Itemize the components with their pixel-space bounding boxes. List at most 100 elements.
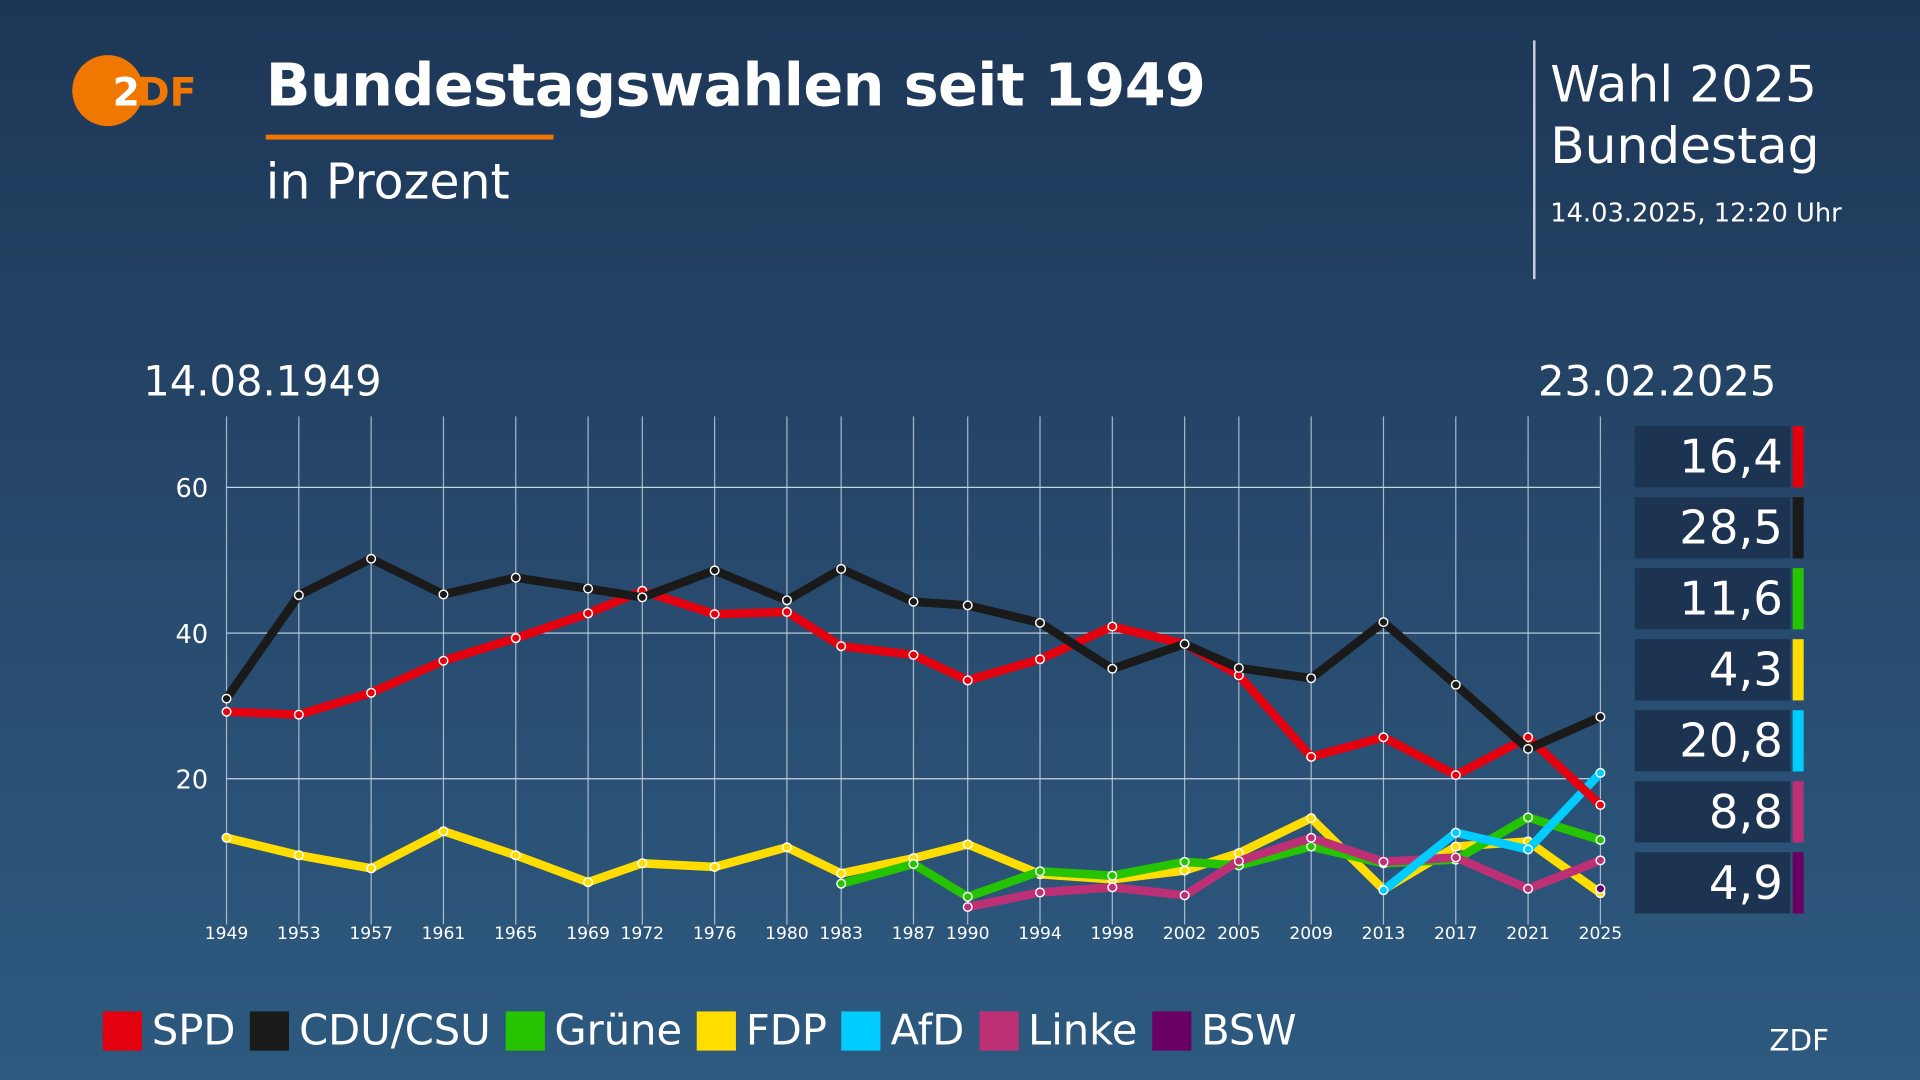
data-point bbox=[366, 687, 377, 698]
data-point bbox=[510, 572, 521, 583]
x-tick-label: 1998 bbox=[1091, 924, 1135, 944]
x-tick-label: 1961 bbox=[422, 924, 466, 944]
x-tick-label: 2017 bbox=[1434, 924, 1478, 944]
data-point bbox=[962, 839, 973, 850]
data-point bbox=[836, 641, 847, 652]
data-point bbox=[1523, 812, 1534, 823]
data-point bbox=[1595, 711, 1606, 722]
data-point bbox=[1034, 866, 1046, 877]
data-point bbox=[781, 595, 792, 606]
legend-swatch bbox=[1152, 1011, 1192, 1051]
x-tick-label: 1949 bbox=[205, 924, 249, 944]
x-tick-label: 1969 bbox=[566, 924, 610, 944]
data-point bbox=[1179, 890, 1190, 901]
x-tick-label: 2013 bbox=[1362, 924, 1406, 944]
data-point bbox=[1179, 865, 1190, 876]
legend-label: FDP bbox=[745, 1006, 827, 1056]
y-tick-label: 40 bbox=[175, 620, 208, 650]
data-point bbox=[1233, 663, 1244, 674]
legend-swatch bbox=[250, 1011, 290, 1051]
y-tick-label: 20 bbox=[175, 766, 208, 796]
data-point bbox=[583, 608, 594, 619]
x-tick-label: 1965 bbox=[494, 924, 538, 944]
start-date-label: 14.08.1949 bbox=[143, 357, 382, 407]
data-point bbox=[221, 693, 232, 704]
data-point bbox=[709, 861, 720, 872]
data-point bbox=[293, 590, 304, 601]
legend-label: BSW bbox=[1201, 1006, 1297, 1056]
data-point bbox=[1233, 856, 1244, 867]
series-line-afd bbox=[1379, 768, 1605, 895]
data-point bbox=[438, 826, 449, 837]
x-tick-label: 1980 bbox=[765, 924, 809, 944]
data-point bbox=[637, 592, 648, 603]
data-point bbox=[1107, 621, 1118, 632]
y-tick-label: 60 bbox=[175, 474, 208, 504]
x-tick-label: 1987 bbox=[892, 924, 936, 944]
x-tick-label: 1972 bbox=[621, 924, 665, 944]
x-tick-label: 1957 bbox=[349, 924, 393, 944]
data-point bbox=[1107, 882, 1118, 893]
latest-value-color-bar bbox=[1792, 639, 1804, 701]
latest-value-grüne: 11,6 bbox=[1634, 568, 1791, 630]
data-point bbox=[366, 553, 377, 564]
data-point bbox=[1179, 638, 1190, 650]
data-point bbox=[1306, 832, 1317, 843]
latest-value-color-bar bbox=[1792, 852, 1804, 914]
data-point bbox=[1450, 852, 1461, 863]
data-point bbox=[962, 901, 973, 913]
data-point bbox=[510, 633, 521, 644]
legend-swatch bbox=[505, 1011, 545, 1051]
latest-value-spd: 16,4 bbox=[1634, 426, 1791, 488]
data-point bbox=[1107, 870, 1118, 881]
x-tick-label: 1983 bbox=[819, 924, 863, 944]
data-point bbox=[962, 675, 973, 686]
data-point bbox=[962, 600, 973, 611]
data-point bbox=[1523, 732, 1534, 743]
title-underline bbox=[265, 134, 554, 140]
legend-swatch bbox=[696, 1011, 737, 1051]
x-tick-label: 1994 bbox=[1018, 924, 1062, 944]
data-point bbox=[836, 563, 847, 574]
data-point bbox=[781, 606, 792, 617]
legend-label: AfD bbox=[890, 1006, 965, 1056]
data-point bbox=[583, 583, 594, 594]
x-tick-label: 2002 bbox=[1163, 924, 1207, 944]
timestamp: 14.03.2025, 12:20 Uhr bbox=[1550, 198, 1842, 228]
x-tick-label: 2025 bbox=[1579, 924, 1623, 944]
legend-label: Grüne bbox=[554, 1006, 683, 1056]
latest-value-fdp: 4,3 bbox=[1634, 639, 1791, 701]
data-point bbox=[836, 878, 847, 889]
x-tick-label: 2009 bbox=[1289, 924, 1333, 944]
data-point bbox=[1523, 844, 1534, 855]
data-point bbox=[366, 863, 377, 874]
data-point bbox=[1306, 673, 1317, 684]
legend-label: CDU/CSU bbox=[299, 1006, 491, 1056]
legend-swatch bbox=[979, 1011, 1019, 1051]
data-point bbox=[1378, 885, 1389, 896]
data-point bbox=[1378, 856, 1389, 867]
legend: SPD CDU/CSU Grüne FDP AfD Linke BSW bbox=[102, 1006, 1311, 1056]
latest-value-color-bar bbox=[1792, 568, 1804, 630]
latest-value-afd: 20,8 bbox=[1634, 710, 1791, 772]
legend-item: CDU/CSU bbox=[250, 1007, 491, 1056]
x-tick-label: 1953 bbox=[277, 924, 321, 944]
latest-value-color-bar bbox=[1792, 426, 1804, 488]
data-point bbox=[908, 858, 919, 870]
latest-value-cducsu: 28,5 bbox=[1634, 497, 1791, 559]
data-point bbox=[1450, 841, 1461, 852]
legend-item: FDP bbox=[696, 1006, 827, 1056]
data-point bbox=[1450, 770, 1461, 781]
legend-item: Linke bbox=[979, 1007, 1137, 1056]
side-title-line-2: Bundestag bbox=[1550, 116, 1820, 176]
data-point bbox=[1450, 827, 1461, 838]
data-point bbox=[1034, 654, 1046, 665]
x-tick-label: 1976 bbox=[693, 924, 737, 944]
data-point bbox=[1179, 856, 1190, 867]
latest-value-color-bar bbox=[1792, 497, 1804, 559]
data-point bbox=[637, 858, 648, 869]
data-point bbox=[1107, 663, 1118, 674]
source-label: ZDF bbox=[1769, 1023, 1830, 1058]
x-tick-label: 1990 bbox=[946, 924, 990, 944]
